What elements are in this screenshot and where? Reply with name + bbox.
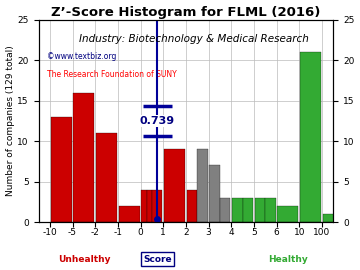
- Bar: [323, 214, 344, 222]
- Bar: [119, 206, 140, 222]
- Bar: [232, 198, 243, 222]
- Bar: [220, 198, 230, 222]
- Bar: [96, 133, 117, 222]
- Bar: [255, 198, 265, 222]
- Text: Unhealthy: Unhealthy: [58, 255, 110, 264]
- Text: Industry: Biotechnology & Medical Research: Industry: Biotechnology & Medical Resear…: [80, 34, 309, 44]
- Bar: [73, 93, 94, 222]
- Bar: [243, 198, 253, 222]
- Text: The Research Foundation of SUNY: The Research Foundation of SUNY: [48, 70, 177, 79]
- Text: ©www.textbiz.org: ©www.textbiz.org: [48, 52, 117, 61]
- Bar: [152, 190, 157, 222]
- Bar: [300, 52, 321, 222]
- Bar: [141, 190, 147, 222]
- Text: Healthy: Healthy: [268, 255, 308, 264]
- Y-axis label: Number of companies (129 total): Number of companies (129 total): [5, 46, 14, 196]
- Bar: [278, 206, 298, 222]
- Bar: [187, 190, 197, 222]
- Bar: [157, 190, 162, 222]
- Bar: [210, 166, 220, 222]
- Bar: [147, 190, 152, 222]
- Bar: [265, 198, 276, 222]
- Title: Z’-Score Histogram for FLML (2016): Z’-Score Histogram for FLML (2016): [51, 6, 320, 19]
- Bar: [164, 149, 185, 222]
- Text: 0.739: 0.739: [140, 116, 175, 126]
- Bar: [197, 149, 208, 222]
- Bar: [51, 117, 72, 222]
- Text: Score: Score: [143, 255, 172, 264]
